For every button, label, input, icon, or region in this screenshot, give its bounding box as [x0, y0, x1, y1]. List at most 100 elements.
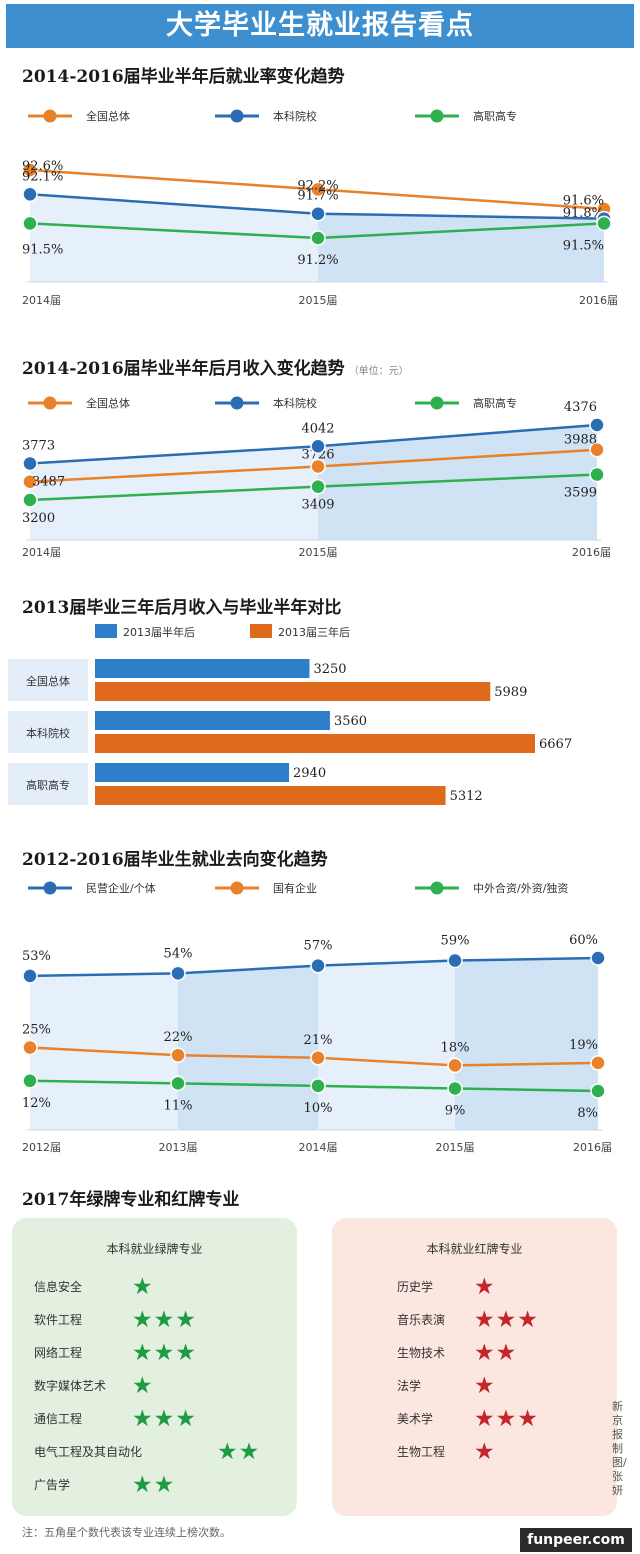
bar-value-label: 3250 [313, 662, 346, 677]
red-card-majors-box: 本科就业红牌专业 历史学 ★ 音乐表演 ★★★ 生物技术 ★★ 法学 ★ 美术学 ★★★ 生物工程 ★ [332, 1218, 617, 1516]
major-row: 信息安全 ★ [12, 1274, 297, 1300]
data-point [590, 950, 606, 966]
section-title-employment-destination: 2012-2016届毕业生就业去向变化趋势 [22, 850, 328, 870]
data-label: 18% [441, 1040, 470, 1055]
major-row: 网络工程 ★★★ [12, 1340, 297, 1366]
data-point [170, 1075, 186, 1092]
star-rating-icon: ★★★ [132, 1340, 197, 1366]
footnote: 注：五角星个数代表该专业连续上榜次数。 [22, 1526, 231, 1539]
major-row: 通信工程 ★★★ [12, 1406, 297, 1432]
data-label: 3487 [32, 475, 65, 490]
data-point [310, 205, 326, 222]
data-label: 60% [569, 933, 598, 948]
data-label: 3988 [564, 433, 597, 448]
data-point [590, 1055, 606, 1071]
x-tick-label: 2014届 [22, 294, 61, 307]
category-label-box [8, 763, 88, 805]
data-label: 57% [304, 939, 333, 954]
data-label: 11% [164, 1098, 193, 1113]
data-label: 19% [569, 1038, 598, 1053]
star-rating-icon: ★★★ [474, 1406, 539, 1432]
x-tick-label: 2016届 [573, 1141, 612, 1154]
legend-label: 2013届半年后 [123, 625, 195, 639]
data-label: 92.2% [297, 178, 338, 193]
major-name: 历史学 [397, 1280, 434, 1294]
data-point [447, 1057, 463, 1074]
data-label: 12% [22, 1096, 51, 1111]
green-box-title: 本科就业绿牌专业 [106, 1242, 203, 1256]
data-point [589, 466, 605, 483]
data-point [310, 478, 326, 495]
category-label-box [8, 711, 88, 753]
legend-marker [430, 109, 444, 123]
major-name: 通信工程 [34, 1412, 83, 1426]
data-point [310, 458, 326, 475]
bar-value-label: 6667 [539, 737, 572, 752]
data-label: 92.1% [22, 169, 63, 184]
data-label: 3409 [301, 498, 334, 513]
star-rating-icon: ★ [474, 1373, 496, 1399]
data-point [310, 438, 326, 455]
background-band [178, 965, 318, 1130]
legend-label: 中外合资/外资/独资 [473, 881, 568, 895]
data-point [589, 441, 605, 458]
major-row: 历史学 ★ [332, 1274, 617, 1300]
bar [95, 786, 446, 805]
major-name: 法学 [397, 1379, 422, 1393]
monthly-income-line-chart: 全国总体 本科院校 高职高专 3487 3726 3988 3773 4042 4376 3200… [22, 396, 611, 559]
data-label: 91.6% [563, 194, 604, 209]
data-label: 22% [164, 1030, 193, 1045]
credit-text: 新京报制图/张妍 [612, 1400, 627, 1497]
legend-label: 本科院校 [273, 396, 317, 410]
x-tick-label: 2015届 [299, 546, 338, 559]
legend-label: 民营企业/个体 [86, 881, 156, 895]
legend-label: 2013届三年后 [278, 625, 350, 639]
data-point [447, 1080, 463, 1097]
section-title-monthly-income: 2014-2016届毕业半年后月收入变化趋势 （单位：元） [22, 354, 409, 379]
legend-marker [43, 881, 57, 895]
data-point [22, 215, 38, 232]
major-row: 音乐表演 ★★★ [332, 1307, 617, 1333]
bar-value-label: 3560 [334, 714, 367, 729]
data-point [22, 1073, 38, 1089]
section-title-majors: 2017年绿牌专业和红牌专业 [22, 1190, 240, 1210]
star-rating-icon: ★★ [474, 1340, 518, 1366]
major-row: 广告学 ★★ [12, 1472, 297, 1498]
data-point [170, 1047, 186, 1063]
major-row: 软件工程 ★★★ [12, 1307, 297, 1333]
data-point [590, 1083, 606, 1099]
data-point [22, 186, 38, 203]
bar-value-label: 5989 [494, 685, 527, 700]
legend-swatch [95, 624, 117, 638]
major-row: 数字媒体艺术 ★ [12, 1373, 297, 1399]
x-tick-label: 2013届 [159, 1141, 198, 1154]
section-title-income-comparison: 2013届毕业三年后月收入与毕业半年对比 [22, 598, 342, 618]
major-name: 生物技术 [397, 1346, 446, 1360]
bar-value-label: 2940 [293, 766, 326, 781]
background-band [30, 194, 318, 282]
major-name: 音乐表演 [397, 1313, 446, 1327]
bar-value-label: 5312 [450, 789, 483, 804]
bar [95, 763, 290, 782]
major-row: 法学 ★ [332, 1373, 617, 1399]
major-name: 软件工程 [34, 1313, 83, 1327]
data-label: 25% [22, 1023, 51, 1038]
data-label: 3773 [22, 438, 55, 453]
data-point [22, 162, 38, 178]
legend-marker [43, 396, 57, 410]
background-band [318, 213, 604, 282]
green-card-majors-box: 本科就业绿牌专业 信息安全 ★ 软件工程 ★★★ 网络工程 ★★★ 数字媒体艺术 ★ 通信工程 ★… [12, 1218, 297, 1516]
legend-label: 本科院校 [273, 109, 317, 123]
section-title-employment-rate: 2014-2016届毕业半年后就业率变化趋势 [22, 67, 345, 87]
data-point [170, 965, 186, 982]
category-label: 全国总体 [26, 674, 70, 688]
major-name: 信息安全 [34, 1280, 83, 1294]
legend-label: 高职高专 [473, 109, 517, 123]
star-rating-icon: ★★ [217, 1439, 261, 1465]
page-title: 大学毕业生就业报告看点 [6, 4, 634, 48]
star-rating-icon: ★ [474, 1274, 496, 1300]
data-label: 9% [445, 1103, 466, 1118]
star-rating-icon: ★ [132, 1373, 154, 1399]
x-tick-label: 2015届 [436, 1141, 475, 1154]
